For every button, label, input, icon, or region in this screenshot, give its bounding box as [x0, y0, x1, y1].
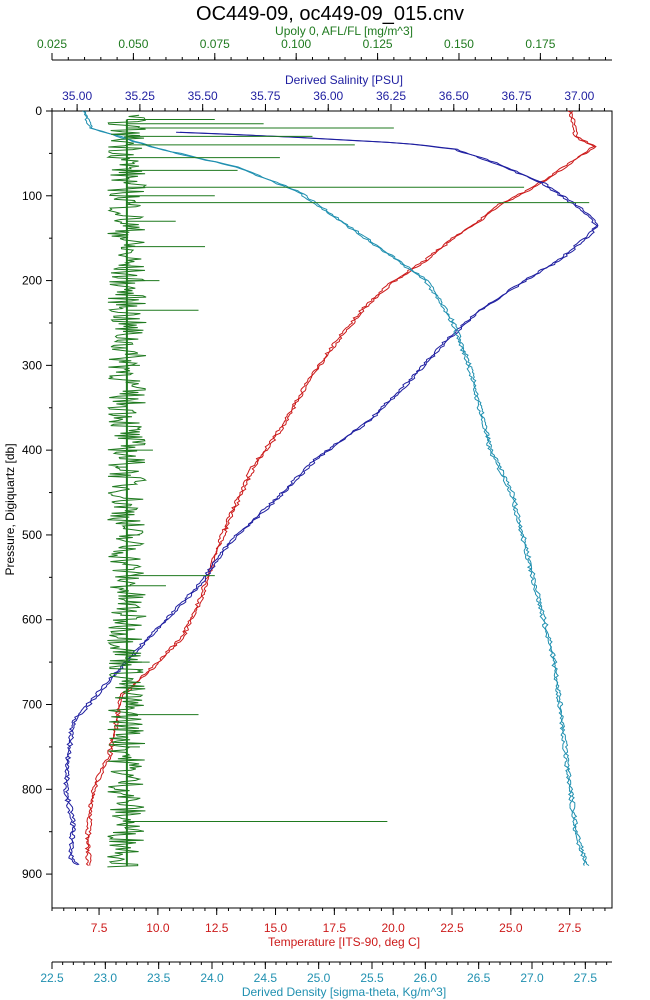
- series: [63, 110, 599, 868]
- y-tick-label: 100: [22, 189, 42, 203]
- x-tick-label-density: 25.5: [360, 971, 384, 985]
- y-tick-label: 400: [22, 443, 42, 457]
- x-tick-label-temperature: 15.0: [264, 921, 288, 935]
- x-tick-label-density: 24.0: [200, 971, 224, 985]
- y-axis-label: Pressure, Digiquartz [db]: [3, 443, 17, 575]
- x-tick-label-salinity: 36.50: [439, 89, 469, 103]
- x-tick-label-fluorescence: 0.150: [444, 37, 474, 51]
- x-tick-label-fluorescence: 0.125: [363, 37, 393, 51]
- x-tick-label-temperature: 25.0: [499, 921, 523, 935]
- x-axis-label-temperature: Temperature [ITS-90, deg C]: [268, 935, 420, 949]
- x-tick-label-density: 22.5: [40, 971, 64, 985]
- x-tick-label-salinity: 37.00: [564, 89, 594, 103]
- chart-title: OC449-09, oc449-09_015.cnv: [196, 3, 464, 25]
- series-line-salinity: [63, 131, 598, 866]
- series-line-density: [82, 110, 586, 866]
- x-tick-label-fluorescence: 0.175: [525, 37, 555, 51]
- x-tick-label-temperature: 7.5: [91, 921, 108, 935]
- x-tick-label-temperature: 12.5: [205, 921, 229, 935]
- x-tick-label-temperature: 27.5: [558, 921, 582, 935]
- y-tick-label: 500: [22, 528, 42, 542]
- x-tick-label-density: 26.0: [414, 971, 438, 985]
- x-tick-label-fluorescence: 0.050: [118, 37, 148, 51]
- series-line-temperature: [84, 110, 596, 866]
- series-line-temperature: [87, 110, 597, 866]
- x-tick-label-density: 27.5: [574, 971, 598, 985]
- x-tick-label-density: 24.5: [254, 971, 278, 985]
- series-line-density: [84, 110, 590, 867]
- y-tick-label: 900: [22, 867, 42, 881]
- y-tick-label: 800: [22, 782, 42, 796]
- x-tick-label-salinity: 35.75: [250, 89, 280, 103]
- x-tick-label-density: 25.0: [307, 971, 331, 985]
- y-tick-label: 300: [22, 358, 42, 372]
- x-tick-label-salinity: 35.50: [188, 89, 218, 103]
- x-tick-label-density: 26.5: [467, 971, 491, 985]
- x-tick-label-density: 27.0: [520, 971, 544, 985]
- y-tick-label: 0: [35, 104, 42, 118]
- x-tick-label-temperature: 17.5: [323, 921, 347, 935]
- x-tick-label-temperature: 10.0: [146, 921, 170, 935]
- x-tick-label-salinity: 35.00: [62, 89, 92, 103]
- x-axis-label-fluorescence: Upoly 0, AFL/FL [mg/m^3]: [275, 24, 413, 38]
- x-tick-label-density: 23.5: [147, 971, 171, 985]
- x-tick-label-salinity: 36.25: [376, 89, 406, 103]
- x-axis-label-salinity: Derived Salinity [PSU]: [285, 73, 403, 87]
- x-tick-label-fluorescence: 0.075: [200, 37, 230, 51]
- x-tick-label-salinity: 36.00: [313, 89, 343, 103]
- x-tick-label-density: 23.0: [94, 971, 118, 985]
- y-tick-label: 200: [22, 274, 42, 288]
- series-line-fluorescence: [106, 114, 148, 868]
- series-line-salinity: [64, 131, 599, 866]
- x-axis-label-density: Derived Density [sigma-theta, Kg/m^3]: [242, 985, 446, 999]
- y-tick-label: 600: [22, 613, 42, 627]
- x-tick-label-temperature: 22.5: [440, 921, 464, 935]
- x-tick-label-salinity: 35.25: [125, 89, 155, 103]
- plot-frame: [51, 110, 613, 909]
- axes: 0 100 200 300 400 500 600 700 800 900 Pressure, Di…: [3, 24, 613, 999]
- x-tick-label-salinity: 36.75: [502, 89, 532, 103]
- y-tick-label: 700: [22, 698, 42, 712]
- x-tick-label-fluorescence: 0.100: [281, 37, 311, 51]
- x-tick-label-temperature: 20.0: [381, 921, 405, 935]
- x-tick-label-fluorescence: 0.025: [37, 37, 67, 51]
